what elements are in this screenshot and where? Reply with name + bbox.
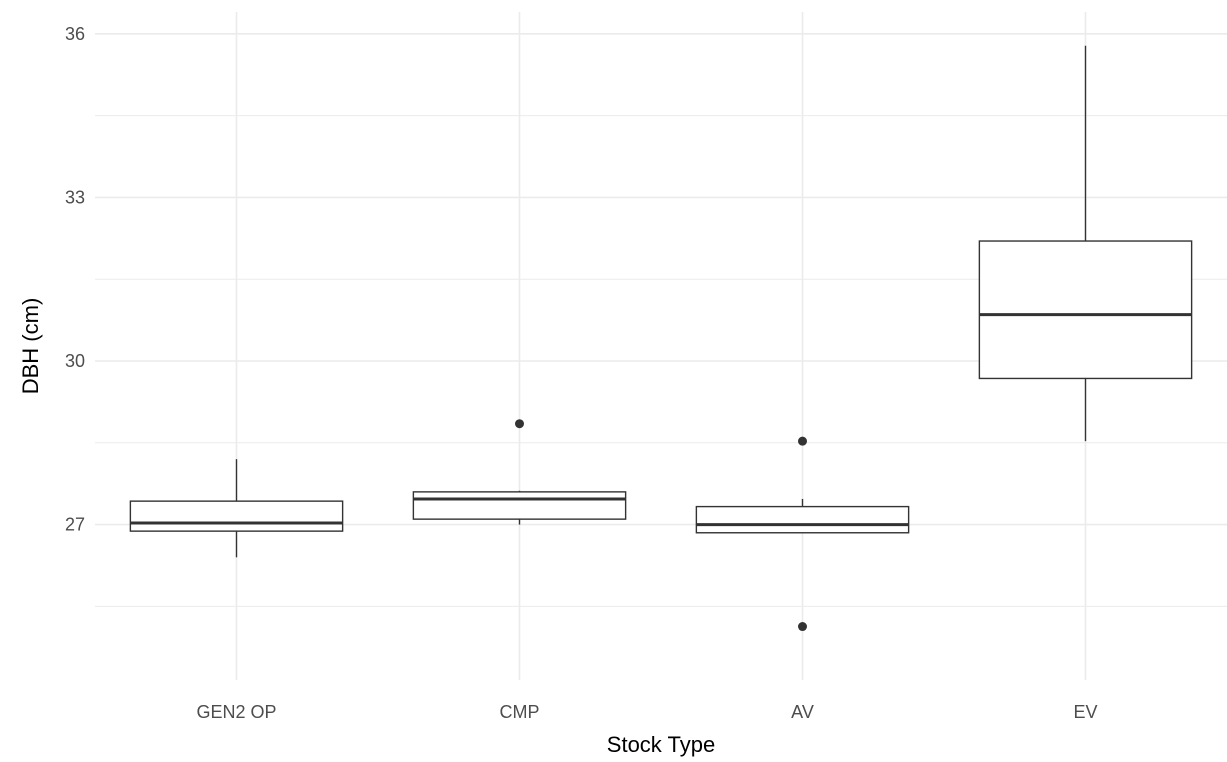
y-axis-title: DBH (cm)	[18, 298, 43, 395]
y-axis-ticks: 27 30 33 36	[65, 24, 85, 535]
x-axis-title: Stock Type	[607, 732, 715, 757]
y-tick-label: 33	[65, 187, 85, 207]
y-tick-label: 30	[65, 351, 85, 371]
y-tick-label: 36	[65, 24, 85, 44]
outlier-point	[798, 622, 807, 631]
iqr-box	[130, 501, 342, 531]
x-tick-label: AV	[791, 702, 814, 722]
iqr-box	[413, 492, 625, 519]
outlier-point	[515, 419, 524, 428]
x-tick-label: CMP	[500, 702, 540, 722]
outlier-point	[798, 437, 807, 446]
box-layer	[130, 46, 1191, 631]
box-ev	[979, 46, 1191, 441]
iqr-box	[979, 241, 1191, 378]
x-tick-label: EV	[1073, 702, 1097, 722]
x-axis-ticks: GEN2 OP CMP AV EV	[196, 702, 1097, 722]
y-tick-label: 27	[65, 515, 85, 535]
iqr-box	[696, 507, 908, 533]
x-tick-label: GEN2 OP	[196, 702, 276, 722]
box-gen2-op	[130, 459, 342, 557]
